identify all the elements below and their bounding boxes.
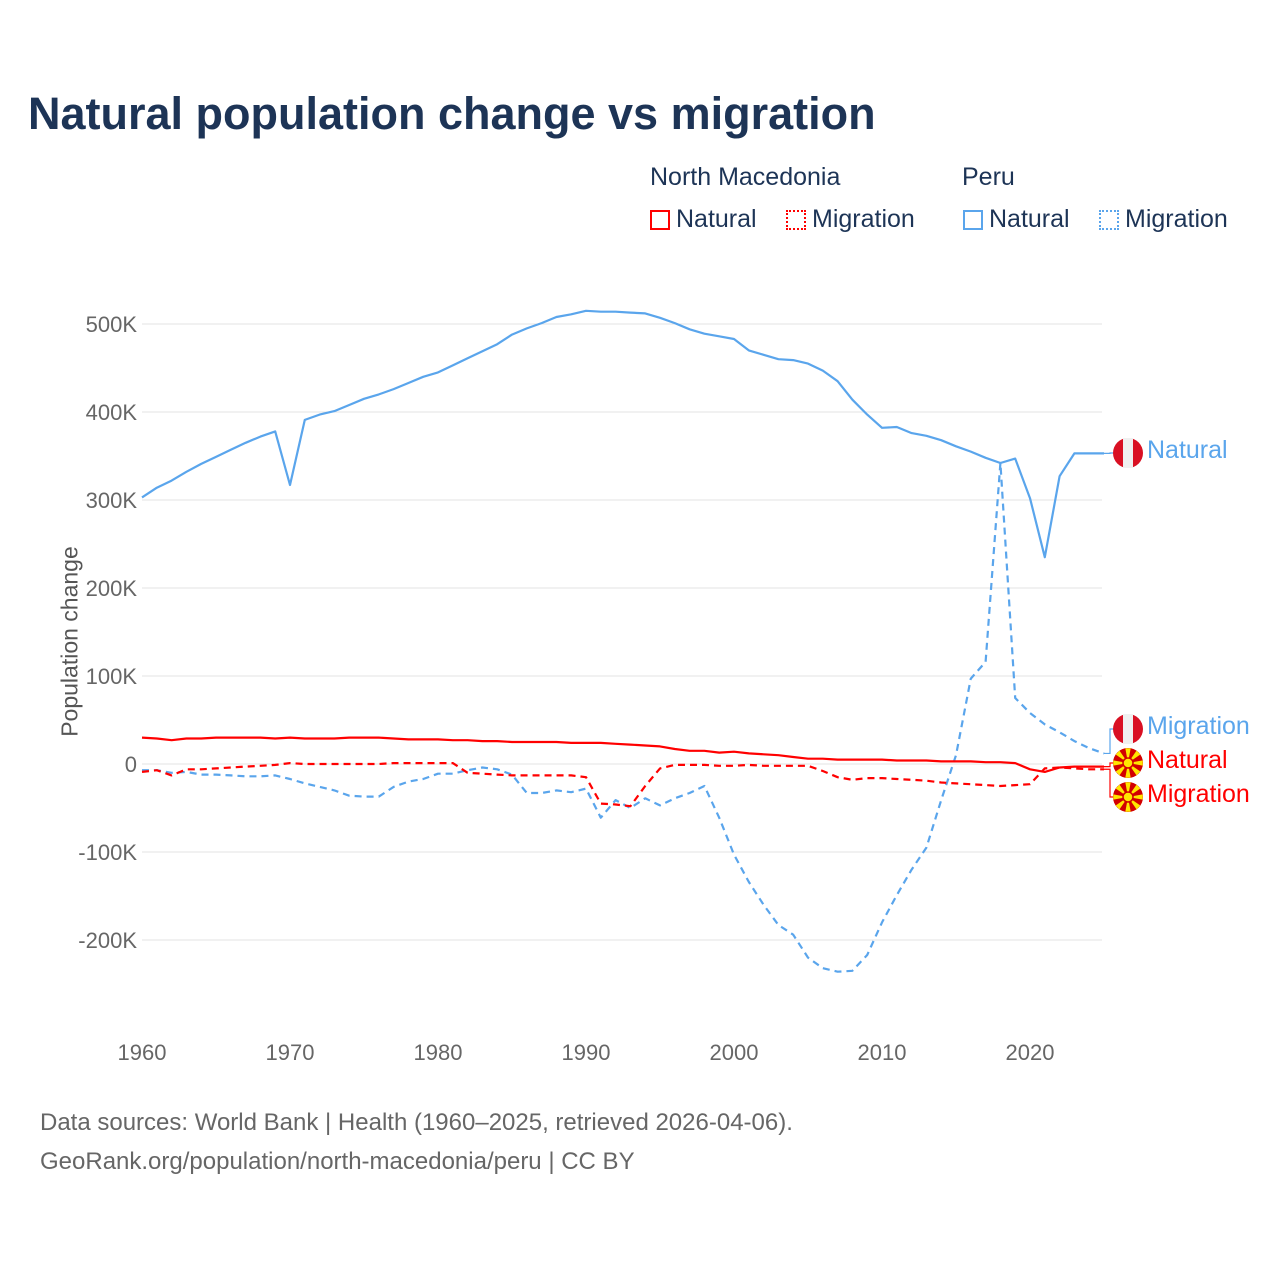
- series-line-north-macedonia-migration: [141, 761, 1104, 808]
- legend-label: Natural: [676, 205, 757, 233]
- legend-group-north-macedonia: North Macedonia: [650, 163, 841, 191]
- flag-ray: [1128, 794, 1143, 800]
- end-label-nm-natural: Natural: [1147, 746, 1228, 774]
- flag-ray: [1113, 794, 1128, 800]
- flag-ray: [1125, 797, 1131, 812]
- north-macedonia-flag-icon: [1113, 748, 1143, 778]
- legend-swatch-solid: [650, 209, 670, 230]
- y-tick-label: 200K: [86, 576, 138, 601]
- series-line-peru-natural: [141, 309, 1104, 559]
- legend-label: Migration: [1125, 205, 1228, 233]
- legend-swatch-dotted: [786, 209, 806, 230]
- source-line-1: Data sources: World Bank | Health (1960–…: [40, 1109, 793, 1136]
- x-tick-label: 2020: [1006, 1040, 1055, 1065]
- legend-group-peru: Peru: [962, 163, 1015, 191]
- legend-swatch-dotted: [1099, 209, 1119, 230]
- x-tick-label: 1980: [414, 1040, 463, 1065]
- flag-ray: [1125, 748, 1131, 763]
- source-line-2[interactable]: GeoRank.org/population/north-macedonia/p…: [40, 1148, 635, 1175]
- flag-ray: [1128, 760, 1143, 766]
- leader-line: [1104, 728, 1114, 755]
- legend-label: Natural: [989, 205, 1070, 233]
- x-tick-label: 1970: [266, 1040, 315, 1065]
- flag-ray: [1113, 760, 1128, 766]
- flag-sun: [1122, 757, 1134, 769]
- chart-title: Natural population change vs migration: [28, 88, 876, 139]
- legend-item-nm-migration[interactable]: Migration: [786, 205, 915, 234]
- legend-item-nm-natural[interactable]: Natural: [650, 205, 757, 234]
- flag-ray: [1125, 763, 1131, 778]
- end-label-peru-natural: Natural: [1147, 436, 1228, 464]
- y-tick-label: -200K: [78, 928, 137, 953]
- flag-ray: [1125, 782, 1131, 797]
- y-tick-label: 300K: [86, 488, 138, 513]
- x-tick-label: 1960: [118, 1040, 167, 1065]
- leader-line: [1104, 762, 1114, 768]
- series-line-north-macedonia-natural: [141, 736, 1104, 774]
- y-tick-label: 100K: [86, 664, 138, 689]
- flag-band: [1123, 714, 1133, 744]
- end-label-peru-migration: Migration: [1147, 712, 1250, 740]
- north-macedonia-flag-icon: [1113, 782, 1143, 812]
- y-tick-label: 0: [125, 752, 137, 777]
- legend-label: Migration: [812, 205, 915, 233]
- x-tick-label: 1990: [562, 1040, 611, 1065]
- legend-item-peru-migration[interactable]: Migration: [1099, 205, 1228, 234]
- x-tick-label: 2000: [710, 1040, 759, 1065]
- legend-item-peru-natural[interactable]: Natural: [963, 205, 1070, 234]
- flag-sun: [1122, 791, 1134, 803]
- peru-flag-icon: [1113, 714, 1143, 744]
- x-tick-label: 2010: [858, 1040, 907, 1065]
- y-tick-label: -100K: [78, 840, 137, 865]
- y-tick-label: 400K: [86, 400, 138, 425]
- y-tick-label: 500K: [86, 312, 138, 337]
- series-line-peru-migration: [142, 461, 1105, 973]
- legend-swatch-solid: [963, 209, 983, 230]
- flag-band: [1123, 438, 1133, 468]
- leader-line: [1104, 768, 1114, 798]
- peru-flag-icon: [1113, 438, 1143, 468]
- end-label-nm-migration: Migration: [1147, 780, 1250, 808]
